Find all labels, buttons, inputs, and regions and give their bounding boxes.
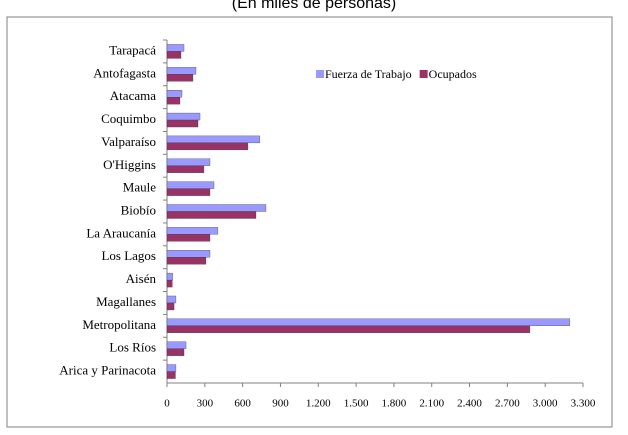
legend-label: Fuerza de Trabajo bbox=[325, 67, 412, 81]
chart-subtitle: (En miles de personas) bbox=[232, 0, 397, 12]
bar bbox=[166, 204, 267, 212]
bar bbox=[166, 257, 207, 265]
bar bbox=[166, 250, 211, 258]
bar bbox=[166, 234, 211, 242]
x-tick-label: 1.500 bbox=[344, 398, 369, 410]
x-tick-label: 1.200 bbox=[306, 398, 331, 410]
bar bbox=[166, 295, 177, 304]
y-tick-label: La Araucanía bbox=[86, 225, 156, 240]
bar bbox=[166, 44, 185, 52]
bar bbox=[166, 165, 205, 173]
y-tick-label: Maule bbox=[123, 180, 156, 195]
y-tick-label: Arica y Parinacota bbox=[59, 363, 156, 378]
x-tick-label: 2.100 bbox=[419, 398, 444, 410]
x-tick-label: 0 bbox=[164, 398, 170, 410]
bar bbox=[166, 142, 249, 151]
x-tick-label: 2.700 bbox=[495, 398, 520, 410]
x-tick-label: 1.800 bbox=[382, 398, 407, 410]
legend-label: Ocupados bbox=[429, 67, 477, 81]
bar bbox=[166, 158, 211, 166]
bar bbox=[166, 279, 173, 288]
chart-frame bbox=[6, 16, 613, 428]
bar bbox=[166, 181, 215, 189]
y-tick-label: Magallanes bbox=[96, 294, 156, 309]
bar bbox=[166, 325, 531, 333]
bar bbox=[166, 364, 177, 372]
x-tick-label: 2.400 bbox=[457, 398, 482, 410]
bar bbox=[166, 318, 571, 326]
y-tick-label: O'Higgins bbox=[103, 157, 156, 172]
bar bbox=[166, 188, 211, 196]
bar bbox=[166, 348, 185, 356]
y-tick-label: Coquimbo bbox=[101, 111, 156, 126]
x-tick-label: 3.000 bbox=[533, 398, 558, 410]
bar bbox=[166, 97, 181, 105]
bar bbox=[166, 341, 187, 349]
bar bbox=[166, 67, 197, 75]
x-tick-label: 3.300 bbox=[571, 398, 596, 410]
legend-swatch bbox=[419, 70, 428, 78]
bar bbox=[166, 119, 199, 128]
y-tick-label: Los Lagos bbox=[101, 248, 156, 263]
bar bbox=[166, 227, 219, 235]
x-tick-label: 600 bbox=[234, 398, 251, 410]
x-tick-label: 900 bbox=[272, 398, 289, 410]
bar bbox=[166, 211, 257, 219]
bar bbox=[166, 302, 175, 311]
y-tick-label: Aisén bbox=[126, 271, 157, 286]
y-tick-label: Metropolitana bbox=[82, 317, 156, 332]
bar bbox=[166, 74, 194, 82]
y-tick-label: Antofagasta bbox=[93, 65, 156, 80]
bar bbox=[166, 272, 173, 281]
bar bbox=[166, 112, 201, 121]
bar bbox=[166, 135, 261, 144]
y-tick-label: Los Ríos bbox=[109, 340, 156, 355]
x-tick-label: 300 bbox=[197, 398, 214, 410]
y-tick-label: Tarapacá bbox=[109, 42, 156, 57]
bar bbox=[166, 51, 182, 59]
y-tick-label: Biobío bbox=[121, 202, 156, 217]
bar bbox=[166, 371, 176, 379]
bar bbox=[166, 90, 183, 98]
y-tick-label: Valparaíso bbox=[101, 134, 156, 149]
legend-swatch bbox=[316, 70, 324, 78]
y-tick-label: Atacama bbox=[110, 88, 156, 103]
